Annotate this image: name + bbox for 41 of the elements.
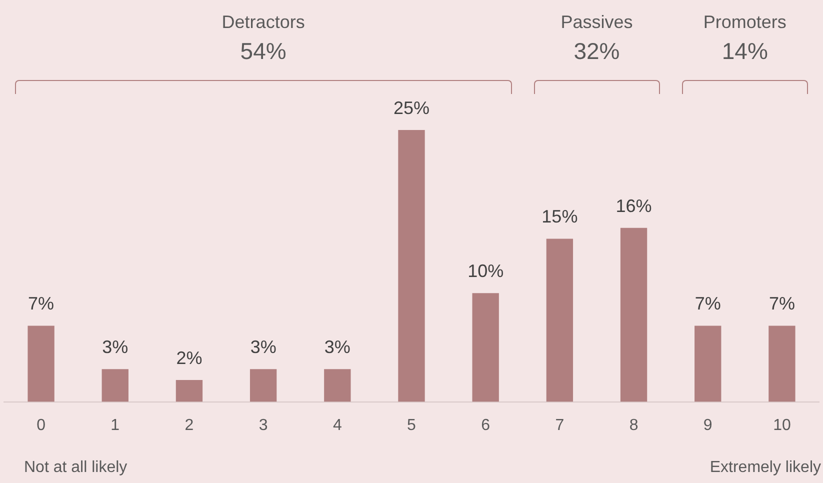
data-label: 25% bbox=[393, 98, 430, 118]
x-tick-label: 2 bbox=[184, 416, 194, 434]
data-label: 15% bbox=[542, 206, 578, 227]
x-tick-label: 7 bbox=[555, 416, 564, 434]
x-tick-label: 8 bbox=[629, 416, 638, 434]
data-label: 3% bbox=[324, 337, 350, 358]
x-tick-label: 1 bbox=[110, 416, 120, 434]
x-tick-label: 9 bbox=[703, 416, 712, 434]
text: Detractors bbox=[222, 11, 305, 34]
bar bbox=[398, 130, 425, 402]
data-label: 3% bbox=[250, 337, 276, 358]
text: Passives bbox=[560, 11, 633, 34]
data-label: 10% bbox=[468, 261, 504, 282]
bar bbox=[694, 326, 722, 402]
data-label: 3% bbox=[102, 337, 128, 358]
data-label: 2% bbox=[176, 348, 202, 368]
text: 54% bbox=[239, 37, 288, 66]
x-tick-label: 10 bbox=[773, 416, 791, 434]
text: Not at all likely bbox=[24, 459, 128, 477]
x-tick-label: 0 bbox=[36, 416, 46, 434]
bar bbox=[250, 369, 277, 402]
data-label: 7% bbox=[28, 294, 54, 314]
data-label: 7% bbox=[694, 294, 721, 314]
x-tick-label: 5 bbox=[407, 416, 416, 434]
data-label: 16% bbox=[616, 196, 652, 216]
x-tick-label: 6 bbox=[481, 416, 490, 434]
bar bbox=[546, 238, 574, 402]
bar bbox=[768, 326, 796, 402]
text: Extremely likely bbox=[710, 459, 821, 477]
bar bbox=[324, 369, 351, 402]
bar bbox=[176, 380, 203, 402]
bar bbox=[620, 228, 648, 402]
data-label: 7% bbox=[768, 294, 795, 314]
bar bbox=[472, 293, 499, 402]
text: Promoters bbox=[703, 11, 786, 34]
bar bbox=[102, 369, 128, 402]
x-tick-label: 3 bbox=[258, 416, 268, 434]
x-tick-label: 4 bbox=[332, 416, 342, 434]
text: 32% bbox=[572, 37, 621, 66]
text: 14% bbox=[720, 37, 769, 66]
bar bbox=[28, 326, 54, 402]
